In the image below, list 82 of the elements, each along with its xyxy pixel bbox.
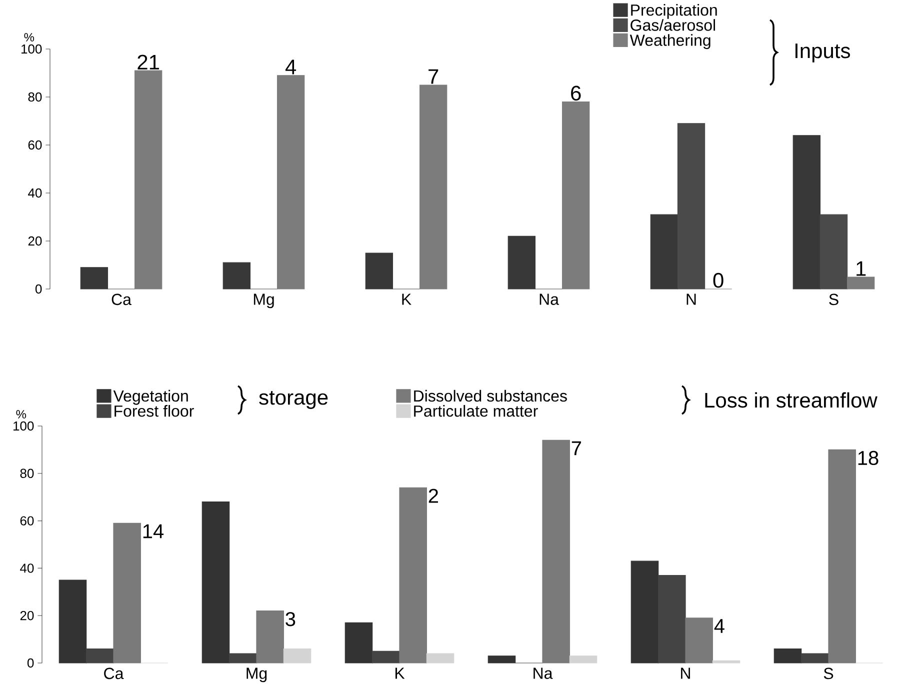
bar: [86, 648, 114, 664]
annotation: 3: [286, 612, 296, 626]
bar: [488, 656, 516, 664]
bar: [344, 622, 373, 664]
y-tick-label: 40: [20, 564, 34, 573]
annotation: 6: [571, 86, 581, 101]
annotation: 2: [428, 488, 438, 503]
x-tick-label: Na: [540, 294, 559, 305]
x-tick-label: S: [824, 668, 834, 680]
annotation: 21: [138, 54, 159, 70]
legend-label: Gas/aerosol: [630, 19, 716, 31]
y-tick-label: 20: [20, 610, 34, 620]
bar: [650, 214, 678, 290]
legend-label: Particulate matter: [414, 405, 538, 417]
bar: [846, 276, 875, 290]
bar: [569, 656, 598, 664]
x-tick-label: N: [686, 294, 696, 305]
bar: [426, 653, 454, 664]
x-tick-label: K: [402, 294, 412, 305]
bar: [685, 618, 713, 664]
x-tick-label: Na: [534, 668, 553, 679]
y-tick-label: 20: [28, 236, 42, 246]
bar: [256, 610, 284, 664]
legend-label: Forest floor: [114, 405, 194, 417]
annotation: 7: [572, 441, 581, 456]
legend-label: Precipitation: [631, 4, 717, 19]
bar: [283, 648, 312, 664]
annotation: 18: [858, 450, 878, 466]
bar: [801, 653, 829, 664]
annotation: 14: [143, 524, 164, 538]
bar: [820, 214, 848, 290]
annotation: 1: [856, 261, 866, 276]
bar: [222, 262, 251, 290]
text: Loss in streamflow: [705, 392, 878, 408]
y-tick-label: 60: [28, 140, 42, 150]
y-tick-label: 100: [13, 421, 34, 431]
legend-label: Weathering: [630, 34, 710, 50]
bar: [399, 487, 427, 664]
bar: [562, 101, 590, 290]
bar: [113, 522, 141, 664]
legend-label: Vegetation: [113, 390, 188, 405]
annotation: 4: [285, 60, 296, 74]
bar: [774, 648, 802, 664]
bar: [229, 653, 257, 664]
y-axis-title: %: [16, 410, 26, 418]
y-tick-label: 80: [20, 468, 34, 478]
y-tick-label: 80: [28, 92, 42, 102]
y-tick-label: 60: [20, 516, 34, 526]
y-tick-label: 0: [27, 658, 34, 668]
bar: [58, 580, 87, 664]
bar: [542, 440, 570, 664]
annotation: Inputs: [795, 44, 850, 62]
bar: [658, 575, 686, 664]
x-tick-label: Mg: [246, 668, 267, 682]
legend-label: Dissolved substances: [414, 390, 567, 402]
bar: [630, 560, 659, 664]
bar: [80, 267, 108, 290]
x-tick-label: K: [395, 668, 405, 679]
y-tick-label: 40: [28, 188, 42, 198]
y-tick-label: 100: [22, 44, 42, 54]
bar: [792, 135, 821, 290]
bar: [828, 449, 856, 664]
x-tick-label: Ca: [104, 668, 124, 680]
x-tick-label: S: [829, 294, 838, 306]
bar: [276, 75, 305, 290]
x-tick-label: Mg: [254, 294, 274, 308]
x-tick-label: Ca: [112, 294, 132, 306]
y-axis-title: %: [24, 33, 34, 42]
annotation: 7: [428, 69, 438, 84]
bar: [419, 84, 448, 290]
y-tick-label: 0: [35, 284, 42, 294]
bar: [677, 123, 706, 290]
bar: [508, 236, 536, 290]
bar: [365, 252, 394, 290]
bar: [372, 650, 400, 664]
bar: [712, 660, 740, 664]
x-tick-label: N: [681, 668, 690, 679]
bar: [202, 502, 230, 664]
text: storage: [259, 391, 328, 409]
bar: [134, 70, 162, 290]
annotation: 4: [714, 619, 724, 633]
annotation: 0: [713, 272, 724, 288]
